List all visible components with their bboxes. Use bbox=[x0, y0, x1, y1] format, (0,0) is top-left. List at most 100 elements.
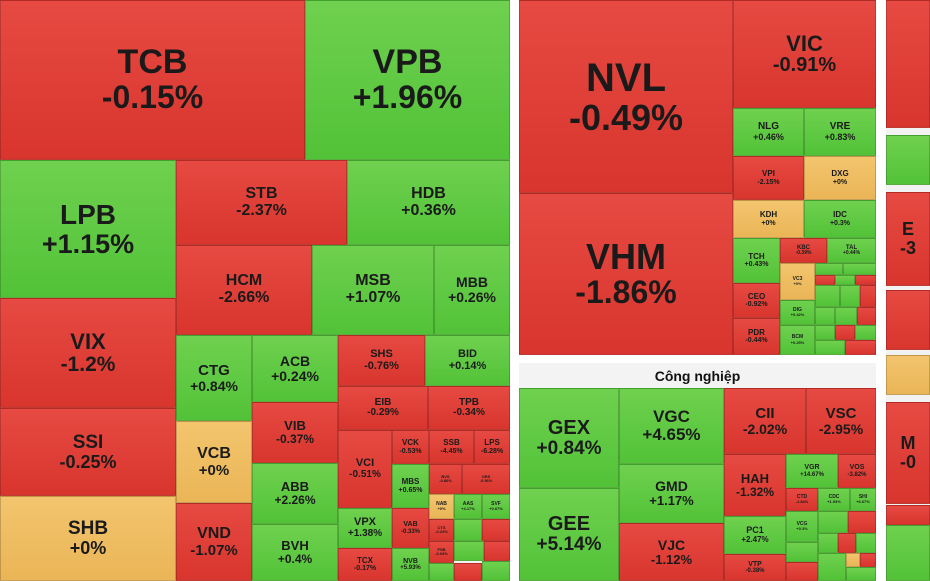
stock-tile-vcb[interactable]: VCB +0% bbox=[176, 421, 252, 503]
stock-tile-small[interactable] bbox=[835, 307, 857, 325]
stock-tile-vab[interactable]: VAB -0.33% bbox=[392, 508, 429, 548]
stock-tile-small[interactable] bbox=[786, 542, 818, 562]
stock-tile-tcb[interactable]: TCB -0.15% bbox=[0, 0, 305, 160]
stock-tile-small[interactable] bbox=[835, 325, 855, 340]
stock-tile-cts[interactable]: CTS -0.24% bbox=[429, 519, 454, 541]
stock-tile-shb[interactable]: SHB +0% bbox=[0, 496, 176, 581]
stock-tile-aas[interactable]: AAS +4.17% bbox=[454, 494, 482, 519]
stock-tile-vpx[interactable]: VPX +1.38% bbox=[338, 508, 392, 548]
stock-tile-stb[interactable]: STB -2.37% bbox=[176, 160, 347, 245]
stock-tile-small[interactable] bbox=[835, 275, 855, 285]
stock-tile-vtp[interactable]: VTP -0.38% bbox=[724, 554, 786, 581]
stock-tile-small[interactable] bbox=[886, 525, 930, 581]
stock-tile-small[interactable] bbox=[855, 275, 876, 285]
stock-tile-abb[interactable]: ABB +2.26% bbox=[252, 463, 338, 524]
stock-tile-pc1[interactable]: PC1 +2.47% bbox=[724, 516, 786, 554]
stock-tile-cdc[interactable]: CDC +1.93% bbox=[818, 488, 850, 511]
stock-tile-dxg[interactable]: DXG +0% bbox=[804, 156, 876, 200]
stock-tile-small[interactable] bbox=[815, 285, 840, 307]
stock-tile-small[interactable] bbox=[848, 511, 876, 533]
stock-tile-small[interactable] bbox=[815, 307, 835, 325]
stock-tile-small[interactable] bbox=[860, 553, 876, 567]
stock-tile-bid[interactable]: BID +0.14% bbox=[425, 335, 510, 386]
stock-tile-small[interactable] bbox=[454, 563, 482, 581]
stock-tile-small[interactable] bbox=[857, 307, 876, 325]
stock-tile-ssb[interactable]: SSB -4.45% bbox=[429, 430, 474, 464]
stock-tile-small[interactable] bbox=[886, 135, 930, 185]
stock-tile-small[interactable] bbox=[815, 325, 835, 340]
stock-tile-small[interactable] bbox=[429, 563, 454, 581]
stock-tile-idc[interactable]: IDC +0.3% bbox=[804, 200, 876, 238]
stock-tile-kbc[interactable]: KBC -0.39% bbox=[780, 238, 827, 263]
stock-tile-small[interactable] bbox=[818, 533, 838, 553]
stock-tile-fsb[interactable]: FSB -0.04% bbox=[429, 541, 454, 563]
stock-tile-nvl[interactable]: NVL -0.49% bbox=[519, 0, 733, 193]
stock-tile-hdb[interactable]: HDB +0.36% bbox=[347, 160, 510, 245]
stock-tile-m[interactable]: M -0 bbox=[886, 402, 930, 504]
stock-tile-ssi[interactable]: SSI -0.25% bbox=[0, 408, 176, 496]
stock-tile-lps[interactable]: LPS -6.28% bbox=[474, 430, 510, 464]
stock-tile-small[interactable] bbox=[484, 541, 510, 561]
stock-tile-small[interactable] bbox=[886, 290, 930, 350]
stock-tile-vsc[interactable]: VSC -2.95% bbox=[806, 388, 876, 454]
stock-tile-vci[interactable]: VCI -0.51% bbox=[338, 430, 392, 508]
stock-tile-vic[interactable]: VIC -0.91% bbox=[733, 0, 876, 108]
stock-tile-small[interactable] bbox=[886, 505, 930, 525]
stock-tile-hah[interactable]: HAH -1.32% bbox=[724, 454, 786, 516]
stock-tile-vc3[interactable]: VC3 +0% bbox=[780, 263, 815, 300]
stock-tile-ors[interactable]: ORS -0.56% bbox=[462, 464, 510, 494]
stock-tile-vix[interactable]: VIX -1.2% bbox=[0, 298, 176, 408]
stock-tile-vnd[interactable]: VND -1.07% bbox=[176, 503, 252, 581]
stock-tile-small[interactable] bbox=[886, 355, 930, 395]
stock-tile-small[interactable] bbox=[846, 553, 860, 567]
stock-tile-hcm[interactable]: HCM -2.66% bbox=[176, 245, 312, 335]
stock-tile-dig[interactable]: DIG +0.42% bbox=[780, 300, 815, 325]
stock-tile-cii[interactable]: CII -2.02% bbox=[724, 388, 806, 454]
stock-tile-mbb[interactable]: MBB +0.26% bbox=[434, 245, 510, 335]
stock-tile-bvh[interactable]: BVH +0.4% bbox=[252, 524, 338, 581]
stock-tile-small[interactable] bbox=[856, 533, 876, 553]
stock-tile-e[interactable]: E -3 bbox=[886, 192, 930, 286]
stock-tile-small[interactable] bbox=[843, 263, 876, 275]
stock-tile-vpi[interactable]: VPI -2.15% bbox=[733, 156, 804, 200]
stock-tile-bcm[interactable]: BCM +0.25% bbox=[780, 325, 815, 355]
stock-tile-vre[interactable]: VRE +0.83% bbox=[804, 108, 876, 156]
stock-tile-vhm[interactable]: VHM -1.86% bbox=[519, 193, 733, 355]
stock-tile-small[interactable] bbox=[815, 340, 845, 355]
stock-tile-vpb[interactable]: VPB +1.96% bbox=[305, 0, 510, 160]
stock-tile-bvs[interactable]: BVS -0.86% bbox=[429, 464, 462, 494]
stock-tile-tch[interactable]: TCH +0.43% bbox=[733, 238, 780, 283]
stock-tile-vck[interactable]: VCK -0.53% bbox=[392, 430, 429, 464]
stock-tile-small[interactable] bbox=[886, 0, 930, 128]
stock-tile-small[interactable] bbox=[482, 519, 510, 541]
stock-tile-vib[interactable]: VIB -0.37% bbox=[252, 402, 338, 463]
stock-tile-vos[interactable]: VOS -3.82% bbox=[838, 454, 876, 488]
stock-tile-shs[interactable]: SHS -0.76% bbox=[338, 335, 425, 386]
stock-tile-lpb[interactable]: LPB +1.15% bbox=[0, 160, 176, 298]
stock-tile-small[interactable] bbox=[454, 541, 484, 561]
stock-tile-ctg[interactable]: CTG +0.84% bbox=[176, 335, 252, 421]
stock-tile-nab[interactable]: NAB +0% bbox=[429, 494, 454, 519]
stock-tile-tpb[interactable]: TPB -0.34% bbox=[428, 386, 510, 430]
stock-tile-gmd[interactable]: GMD +1.17% bbox=[619, 464, 724, 523]
stock-tile-mbs[interactable]: MBS +0.65% bbox=[392, 464, 429, 508]
stock-tile-msb[interactable]: MSB +1.07% bbox=[312, 245, 434, 335]
stock-tile-gex[interactable]: GEX +0.84% bbox=[519, 388, 619, 488]
stock-tile-small[interactable] bbox=[454, 519, 482, 541]
stock-tile-small[interactable] bbox=[482, 561, 510, 581]
stock-tile-gee[interactable]: GEE +5.14% bbox=[519, 488, 619, 581]
stock-tile-vgr[interactable]: VGR +14.67% bbox=[786, 454, 838, 488]
stock-tile-shi[interactable]: SHI +6.67% bbox=[850, 488, 876, 511]
stock-tile-nvb[interactable]: NVB +5.93% bbox=[392, 548, 429, 581]
stock-tile-small[interactable] bbox=[818, 511, 848, 533]
stock-tile-nlg[interactable]: NLG +0.46% bbox=[733, 108, 804, 156]
stock-tile-small[interactable] bbox=[840, 285, 860, 307]
stock-tile-small[interactable] bbox=[855, 325, 876, 340]
stock-tile-vjc[interactable]: VJC -1.12% bbox=[619, 523, 724, 581]
stock-tile-tal[interactable]: TAL +0.44% bbox=[827, 238, 876, 263]
stock-tile-small[interactable] bbox=[818, 553, 846, 581]
stock-tile-small[interactable] bbox=[838, 533, 856, 553]
stock-tile-small[interactable] bbox=[815, 263, 843, 275]
stock-tile-vgc[interactable]: VGC +4.65% bbox=[619, 388, 724, 464]
stock-tile-svf[interactable]: SVF +0.67% bbox=[482, 494, 510, 519]
